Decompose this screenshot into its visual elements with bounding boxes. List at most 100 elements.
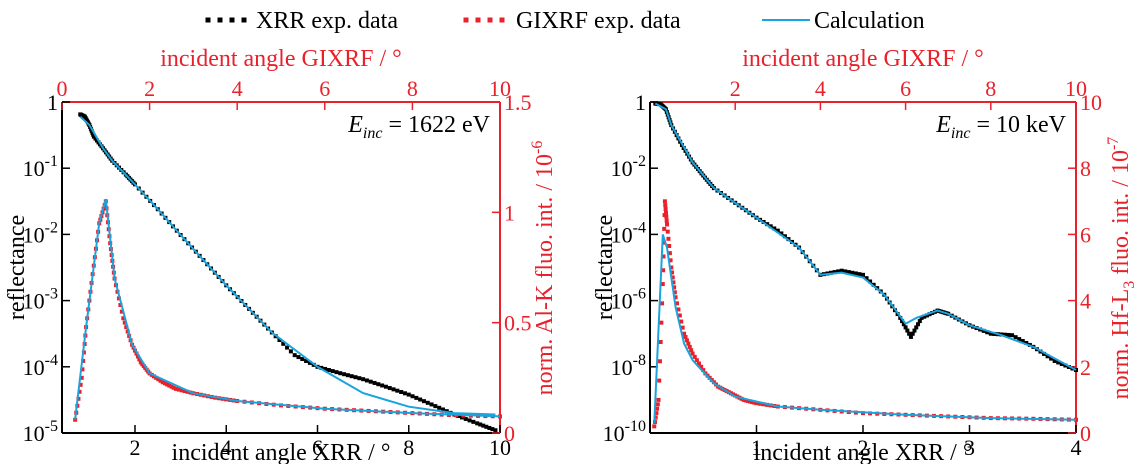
y-tick-label: 10-2 [611,153,646,181]
gixrf-point [660,282,665,287]
xrr-point [326,368,331,373]
energy-value: = 1622 eV [382,112,490,138]
xrr-point [380,383,385,388]
gixrf-point [81,358,86,363]
xrr-point [1049,356,1054,361]
xrr-point [1006,332,1011,337]
y-tick-label: 1 [635,90,646,115]
xrr-point [437,405,442,410]
legend-label: XRR exp. data [256,8,398,34]
xrr-point [871,282,876,287]
x-tick-label: 10 [489,435,511,460]
legend-entry: GIXRF exp. data [463,8,681,34]
xrr-point [914,325,919,330]
gixrf-point [162,381,167,386]
xrr-point [478,422,483,427]
legend-entry: XRR exp. data [205,8,398,34]
xrr-point [1042,351,1047,356]
gixrf-point [77,389,82,394]
y2-tick-label: 8 [1080,156,1091,181]
y-tick-exp: -2 [633,153,646,170]
xrr-point [779,231,784,236]
x2-tick-label: 10 [489,76,511,101]
x2-axis-title: incident angle GIXRF / ° [160,46,402,72]
gixrf-point [743,398,748,403]
y2-title-sub: 3 [1121,281,1138,289]
xrr-point [440,407,445,412]
y-tick-exp: -8 [633,352,646,369]
y2-tick-label: 4 [1080,289,1091,314]
xrr-point [342,372,347,377]
xrr-point [832,270,837,275]
xrr-point [493,428,498,433]
gixrf-point [663,210,668,215]
gixrf-point [750,400,755,405]
y-tick-exp: -5 [45,418,58,435]
gixrf-point [661,254,666,259]
y2-tick-label: 6 [1080,222,1091,247]
gixrf-point [656,397,661,402]
xrr-point [463,416,468,421]
energy-symbol: E [935,112,951,138]
y-tick-label: 1 [47,90,58,115]
gixrf-point [118,303,123,308]
xrr-point [1074,368,1078,373]
xrr-point [1003,332,1007,337]
gixrf-point [660,301,665,306]
legend-marker [217,17,223,23]
legend-marker [463,17,469,23]
gixrf-point [670,275,675,280]
y-tick-label: 10-8 [611,352,646,380]
gixrf-point [689,348,694,353]
legend-marker [205,17,211,23]
xrr-point [857,272,862,277]
x2-tick-label: 8 [985,76,996,101]
xrr-point [490,427,495,432]
xrr-point [307,360,312,365]
gixrf-point [154,375,159,380]
xrr-point [383,384,388,389]
xrr-point [323,366,328,371]
gixrf-point [156,377,161,382]
xrr-point [414,395,419,400]
xrr-point [1059,361,1064,366]
gixrf-point [658,339,663,344]
y-tick-label: 10-3 [23,286,58,314]
y-tick-exp: -3 [45,286,58,303]
gixrf-point [654,411,659,416]
legend-marker [229,17,235,23]
gixrf-point [655,406,660,411]
y-tick-base: 1 [47,90,58,115]
xrr-point [429,402,434,407]
x2-tick-label: 0 [57,76,68,101]
gixrf-point [169,384,174,389]
xrr-point [338,371,343,376]
xrr-point [905,328,910,333]
y-tick-label: 10-5 [23,418,58,446]
xrr-point [988,331,993,336]
xrr-point [1017,337,1022,342]
xrr-point [782,234,787,239]
xrr-point [487,425,492,430]
x2-tick-label: 6 [900,76,911,101]
xrr-point [912,328,917,333]
x2-axis-title: incident angle GIXRF / ° [742,46,984,72]
gixrf-point [687,344,692,349]
y-tick-label: 10-6 [611,286,646,314]
x-tick-label: 3 [964,435,975,460]
gixrf-point [663,203,668,208]
xrr-point [1010,333,1015,338]
gixrf-point [680,325,685,330]
gixrf-point [655,402,660,407]
y2-axis-title: norm. Al-K fluo. int. / 10-6 [529,141,558,396]
y2-title-main: norm. Al-K fluo. int. / 10 [532,154,558,395]
legend-marker [487,17,493,23]
gixrf-point [694,358,699,363]
xrr-point [330,369,335,374]
gixrf-point [179,388,184,393]
xrr-point [361,377,366,382]
gixrf-point [657,378,662,383]
xrr-point [981,328,986,333]
gixrf-point [754,401,759,406]
